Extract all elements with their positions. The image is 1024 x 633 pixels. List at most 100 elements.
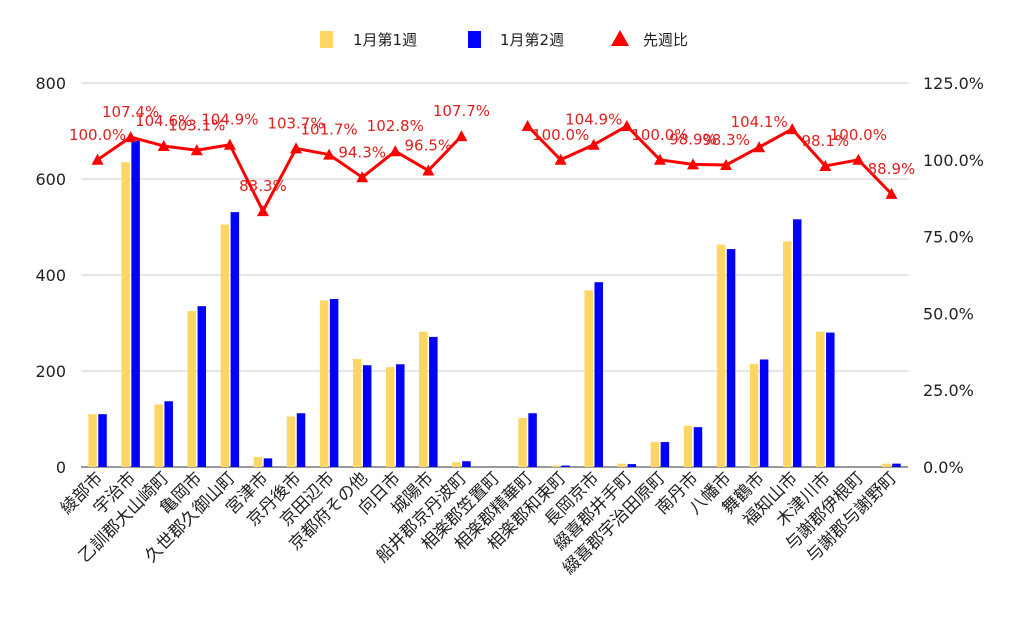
bar-week2 — [164, 401, 173, 467]
ratio-marker — [686, 158, 699, 170]
bar-week1 — [749, 363, 759, 467]
bar-week1 — [286, 416, 296, 467]
bar-week2 — [263, 458, 273, 467]
bar-week2 — [362, 365, 372, 467]
data-labels: 100.0%107.4%104.6%103.1%104.9%83.3%103.7… — [69, 102, 915, 195]
y2-tick-label: 125.0% — [923, 74, 984, 93]
y2-tick-label: 0.0% — [923, 458, 964, 477]
bar-week1 — [716, 244, 726, 467]
ratio-data-label: 98.9% — [669, 130, 717, 148]
bar-week2 — [429, 336, 438, 467]
ratio-data-label: 94.3% — [338, 143, 386, 161]
bar-week2 — [197, 306, 207, 467]
ratio-data-label: 88.9% — [868, 160, 916, 178]
ratio-data-label: 98.3% — [702, 131, 750, 149]
bar-week2 — [396, 364, 405, 467]
ratio-marker — [620, 120, 633, 132]
bar-week2 — [759, 359, 769, 467]
ratio-data-label: 107.7% — [433, 102, 490, 120]
bar-week1 — [88, 414, 97, 467]
ratio-data-label: 103.7% — [267, 114, 324, 132]
ratio-data-label: 96.5% — [405, 137, 453, 155]
bar-week2 — [892, 463, 901, 467]
ratio-marker — [819, 159, 832, 171]
bar-week2 — [826, 332, 835, 467]
bar-week2 — [528, 413, 537, 467]
bar-week2 — [693, 427, 703, 467]
ratio-line-segment — [526, 124, 893, 195]
legend-label-week1: 1月第1週 — [353, 31, 417, 49]
bar-week1 — [220, 224, 230, 467]
bar-week2 — [230, 212, 240, 467]
bar-week1 — [551, 465, 560, 467]
ratio-data-label: 98.1% — [801, 132, 849, 150]
ratio-marker — [885, 187, 898, 199]
y-tick-label: 0 — [56, 458, 66, 477]
ratio-data-label: 100.0% — [830, 126, 887, 144]
ratio-marker — [91, 153, 104, 165]
bar-week1 — [816, 331, 825, 467]
bar-week1 — [121, 162, 130, 467]
ratio-data-label: 104.9% — [565, 111, 622, 129]
ratio-marker — [653, 153, 666, 165]
ratio-marker — [455, 130, 468, 142]
bar-week2 — [98, 414, 107, 467]
legend-marker-ratio — [611, 30, 629, 46]
ratio-line-segment — [96, 135, 463, 213]
ratio-marker — [256, 205, 269, 217]
bar-week1 — [683, 425, 693, 467]
ratio-data-label: 100.0% — [69, 126, 126, 144]
y-tick-label: 200 — [35, 362, 66, 381]
y2-tick-label: 25.0% — [923, 381, 974, 400]
bar-week1 — [518, 418, 527, 467]
bar-week1 — [452, 462, 461, 467]
y2-tick-label: 100.0% — [923, 151, 984, 170]
ratio-marker — [786, 123, 799, 135]
legend: 1月第1週 1月第2週 先週比 — [320, 30, 688, 49]
ratio-data-label: 83.3% — [239, 177, 287, 195]
bar-week1 — [154, 404, 163, 467]
bar-week1 — [617, 463, 627, 467]
ratio-marker — [190, 144, 203, 156]
bar-week1 — [419, 331, 428, 467]
ratio-data-label: 104.9% — [201, 111, 258, 129]
ratio-marker — [389, 145, 402, 157]
ratio-data-label: 101.7% — [300, 121, 357, 139]
ratio-line — [91, 120, 898, 217]
ratio-marker — [852, 153, 865, 165]
ratio-marker — [323, 148, 336, 160]
bars — [88, 140, 901, 467]
gridlines — [81, 82, 908, 468]
bar-week1 — [650, 442, 660, 467]
legend-swatch-week1 — [320, 31, 333, 48]
bar-week1 — [386, 367, 395, 467]
y-tick-label: 400 — [35, 266, 66, 285]
ratio-data-label: 102.8% — [367, 117, 424, 135]
y-tick-label: 600 — [35, 170, 66, 189]
bar-week1 — [253, 456, 263, 467]
ratio-marker — [422, 164, 435, 176]
bar-week2 — [627, 464, 637, 467]
ratio-data-label: 100.0% — [631, 126, 688, 144]
legend-label-ratio: 先週比 — [643, 31, 688, 49]
bar-week2 — [462, 461, 471, 467]
bar-week2 — [329, 299, 339, 467]
bar-week2 — [726, 249, 736, 467]
ratio-data-label: 104.6% — [135, 112, 192, 130]
y-tick-label: 800 — [35, 74, 66, 93]
bar-week1 — [319, 300, 329, 467]
bar-week1 — [187, 311, 197, 467]
ratio-marker — [223, 138, 236, 150]
ratio-marker — [290, 142, 303, 154]
bar-week2 — [296, 413, 306, 467]
bar-week2 — [561, 465, 570, 467]
bar-week1 — [882, 463, 891, 467]
bar-week2 — [594, 282, 603, 467]
bar-week2 — [792, 219, 802, 467]
ratio-marker — [720, 159, 733, 171]
ratio-data-label: 103.1% — [168, 116, 225, 134]
y2-tick-label: 50.0% — [923, 304, 974, 323]
ratio-data-label: 100.0% — [532, 126, 589, 144]
bar-week1 — [352, 359, 362, 467]
